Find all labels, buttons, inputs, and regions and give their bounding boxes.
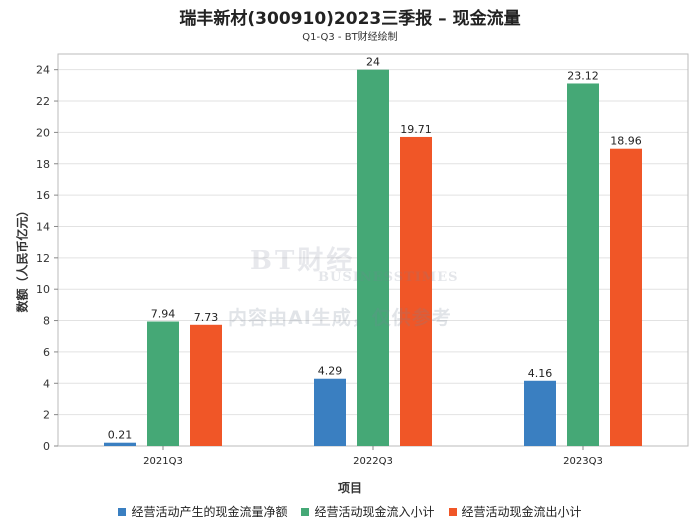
bar [357, 69, 389, 447]
watermark-logo-sub: BUSINESSTIMES [318, 270, 459, 285]
data-label: 0.21 [108, 429, 133, 442]
bar [104, 442, 136, 446]
legend-swatch-net-cashflow [118, 507, 127, 516]
y-tick-label: 18 [36, 158, 50, 171]
x-tick-label: 2021Q3 [143, 456, 183, 467]
data-label: 24 [366, 56, 380, 69]
legend-swatch-outflow [448, 507, 457, 516]
data-label: 7.94 [151, 308, 176, 321]
bar [147, 321, 179, 446]
bar [314, 378, 346, 446]
bar [400, 136, 432, 446]
y-tick-label: 12 [36, 252, 50, 265]
chart-title: 瑞丰新材(300910)2023三季报 – 现金流量 [179, 9, 521, 29]
legend-item-outflow[interactable]: 经营活动现金流出小计 [448, 503, 582, 520]
data-label: 18.96 [610, 135, 642, 148]
x-tick-label: 2022Q3 [353, 456, 393, 467]
data-label: 4.29 [318, 365, 343, 378]
legend-item-inflow[interactable]: 经营活动现金流入小计 [301, 503, 435, 520]
y-axis-title-text: 数额（人民币亿元） [15, 204, 30, 313]
y-tick-label: 24 [36, 64, 50, 77]
watermark-text: 内容由AI生成，仅供参考 [228, 307, 452, 329]
chart-subtitle: Q1-Q3 - BT财经绘制 [302, 32, 398, 43]
y-tick-label: 0 [43, 440, 50, 453]
y-tick-label: 6 [43, 346, 50, 359]
x-axis-title: 项目 [337, 481, 362, 495]
legend: 经营活动产生的现金流量净额 经营活动现金流入小计 经营活动现金流出小计 [0, 503, 700, 520]
watermark-logo: BT财经 [250, 246, 356, 276]
bar [610, 148, 642, 446]
legend-item-net-cashflow[interactable]: 经营活动产生的现金流量净额 [118, 503, 287, 520]
bar [190, 324, 222, 446]
legend-label-outflow: 经营活动现金流出小计 [461, 505, 582, 519]
bar [524, 380, 556, 446]
bar [567, 83, 599, 447]
data-label: 7.73 [194, 311, 219, 324]
data-label: 23.12 [567, 69, 599, 82]
legend-label-net-cashflow: 经营活动产生的现金流量净额 [131, 505, 288, 519]
y-tick-label: 16 [36, 189, 50, 202]
legend-swatch-inflow [301, 507, 310, 516]
y-tick-label: 8 [43, 315, 50, 328]
data-label: 4.16 [528, 367, 553, 380]
y-tick-label: 14 [36, 220, 50, 233]
y-tick-label: 4 [43, 377, 50, 390]
x-tick-label: 2023Q3 [563, 456, 603, 467]
y-tick-label: 10 [36, 283, 50, 296]
legend-label-inflow: 经营活动现金流入小计 [314, 505, 435, 519]
y-tick-label: 20 [36, 126, 50, 139]
y-tick-label: 2 [43, 409, 50, 422]
y-tick-label: 22 [36, 95, 50, 108]
data-label: 19.71 [400, 123, 432, 136]
